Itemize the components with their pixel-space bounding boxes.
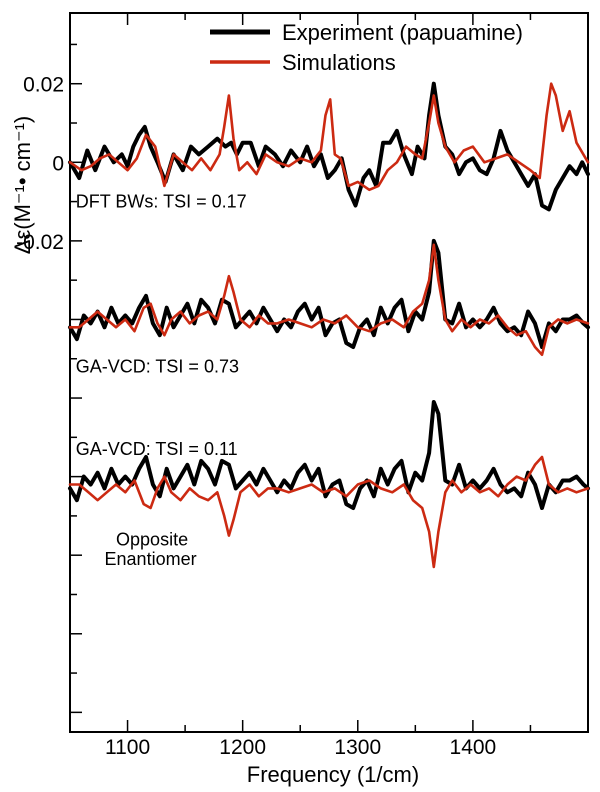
panel-annotation: Enantiomer: [105, 549, 197, 569]
simulation-line: [68, 82, 590, 192]
panel-annotation: DFT BWs: TSI = 0.17: [76, 191, 247, 211]
y-tick-label: 0.02: [23, 74, 64, 97]
x-tick-label: 1300: [334, 736, 381, 759]
legend-label: Simulations: [282, 50, 396, 75]
y-tick-label: 0: [52, 152, 64, 175]
panel-annotation: GA-VCD: TSI = 0.73: [76, 357, 239, 377]
x-tick-label: 1200: [219, 736, 266, 759]
legend: Experiment (papuamine) Simulations: [210, 20, 523, 75]
panel-2: [68, 238, 590, 357]
plot-frame: [69, 12, 589, 733]
simulation-line: [68, 243, 590, 357]
y-tick-label: -0.02: [16, 231, 64, 254]
experiment-line: [68, 400, 590, 510]
series-lines: [68, 81, 590, 569]
y-axis-label: Δε(M⁻¹• cm⁻¹): [10, 116, 35, 255]
panel-annotation: GA-VCD: TSI = 0.11: [76, 439, 238, 459]
simulation-line: [68, 455, 590, 569]
legend-label: Experiment (papuamine): [282, 20, 523, 45]
x-tick-label: 1100: [105, 736, 150, 759]
axes: 1100 1200 1300 1400 0.02 0 -0.02: [16, 12, 589, 759]
panel-annotation: Opposite: [116, 529, 188, 549]
x-tick-label: 1400: [450, 736, 497, 759]
x-axis-label: Frequency (1/cm): [247, 762, 419, 787]
panel-3: [68, 400, 590, 569]
panel-1: [68, 81, 590, 212]
annotations: DFT BWs: TSI = 0.17 GA-VCD: TSI = 0.73 GA-…: [76, 191, 247, 569]
